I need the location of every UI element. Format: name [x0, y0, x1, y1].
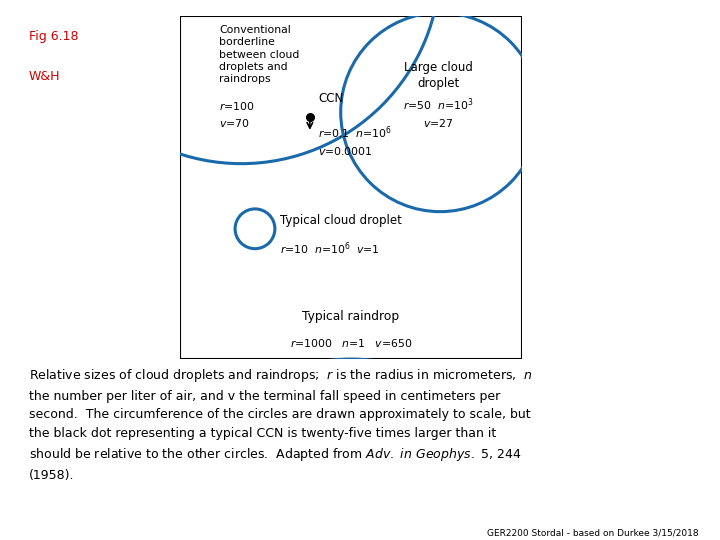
- Text: $r$=0.1  $n$=10$^6$: $r$=0.1 $n$=10$^6$: [318, 124, 392, 141]
- Text: $r$=100: $r$=100: [219, 100, 255, 112]
- Text: $r$=10  $n$=10$^6$  $v$=1: $r$=10 $n$=10$^6$ $v$=1: [280, 241, 380, 258]
- Text: Fig 6.18: Fig 6.18: [29, 30, 78, 43]
- Text: Large cloud
droplet: Large cloud droplet: [404, 61, 473, 90]
- Text: $v$=70: $v$=70: [219, 117, 250, 130]
- Text: Conventional
borderline
between cloud
droplets and
raindrops: Conventional borderline between cloud dr…: [219, 25, 300, 84]
- Text: $r$=1000   $n$=1   $v$=650: $r$=1000 $n$=1 $v$=650: [289, 337, 413, 349]
- Text: CCN: CCN: [318, 92, 343, 105]
- Text: $v$=0.0001: $v$=0.0001: [318, 145, 373, 157]
- Text: GER2200 Stordal - based on Durkee 3/15/2018: GER2200 Stordal - based on Durkee 3/15/2…: [487, 528, 698, 537]
- Text: $r$=50  $n$=10$^3$: $r$=50 $n$=10$^3$: [403, 97, 474, 113]
- Text: Typical cloud droplet: Typical cloud droplet: [280, 214, 402, 227]
- Text: W&H: W&H: [29, 70, 60, 83]
- Text: $v$=27: $v$=27: [423, 117, 454, 130]
- Text: Typical raindrop: Typical raindrop: [302, 310, 400, 323]
- Text: Relative sizes of cloud droplets and raindrops;  $r$ is the radius in micrometer: Relative sizes of cloud droplets and rai…: [29, 367, 533, 482]
